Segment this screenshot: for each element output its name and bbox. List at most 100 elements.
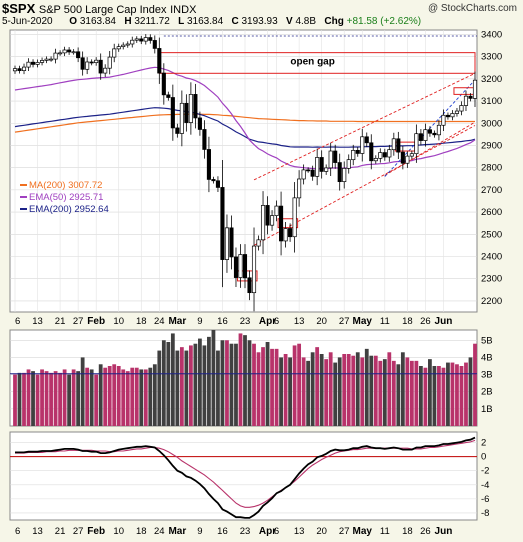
candle-body bbox=[279, 205, 284, 242]
volume-bar bbox=[85, 367, 90, 426]
candle-body bbox=[224, 227, 230, 260]
volume-tick-label: 3B bbox=[481, 370, 493, 381]
close-value: 3193.93 bbox=[241, 16, 278, 27]
volume-bar bbox=[103, 367, 108, 426]
candle-body bbox=[94, 59, 99, 63]
volume-tick-label: 2B bbox=[481, 387, 493, 398]
x-tick-label-bottom: May bbox=[353, 526, 373, 537]
candle-body bbox=[441, 114, 446, 126]
volume-bar bbox=[400, 352, 405, 426]
candle-body bbox=[409, 153, 414, 157]
x-tick-label-bottom: Apr bbox=[259, 526, 276, 537]
volume-bar bbox=[324, 359, 329, 426]
candle-body bbox=[53, 52, 58, 60]
change-value: +81.58 (+2.62%) bbox=[346, 16, 422, 27]
candle-body bbox=[152, 40, 157, 49]
candle-body bbox=[274, 205, 279, 216]
title-line: $SPX S&P 500 Large Cap Index INDX bbox=[2, 1, 196, 16]
volume-bar bbox=[288, 357, 292, 426]
x-tick-label: 13 bbox=[294, 316, 305, 327]
volume-bar bbox=[256, 352, 261, 426]
volume-bar bbox=[373, 355, 378, 426]
price-tick-label: 2200 bbox=[481, 296, 502, 307]
candle-body bbox=[306, 169, 311, 172]
x-tick-label: 6 bbox=[274, 316, 279, 327]
volume-bar bbox=[31, 371, 35, 426]
volume-bar bbox=[98, 364, 103, 426]
candle-body bbox=[62, 49, 67, 54]
volume-bar bbox=[437, 366, 441, 426]
candle-body bbox=[445, 114, 450, 118]
price-tick-label: 3300 bbox=[481, 52, 502, 63]
volume-bar bbox=[139, 369, 144, 426]
trend-line bbox=[253, 72, 476, 181]
candle-body bbox=[247, 277, 252, 294]
watermark: @ StockCharts.com bbox=[427, 3, 517, 14]
volume-bar bbox=[391, 360, 396, 426]
volume-bar bbox=[112, 364, 117, 426]
volume-bar bbox=[225, 340, 229, 426]
volume-bar bbox=[387, 352, 392, 426]
candle-body bbox=[324, 167, 329, 172]
candle-body bbox=[211, 179, 216, 182]
candle-body bbox=[89, 61, 94, 64]
volume-bar bbox=[297, 343, 302, 426]
volume-bar bbox=[35, 374, 40, 426]
candle-body bbox=[166, 94, 171, 98]
macd-tick-label: -2 bbox=[481, 466, 489, 477]
price-tick-label: 2700 bbox=[481, 185, 502, 196]
legend-ema50: EMA(50) 2925.71 bbox=[29, 192, 103, 203]
candle-body bbox=[139, 38, 144, 42]
volume-bar bbox=[130, 367, 135, 426]
candle-body bbox=[175, 127, 180, 134]
price-tick-label: 2800 bbox=[481, 163, 502, 174]
candle-body bbox=[355, 149, 360, 154]
candle-body bbox=[288, 228, 293, 238]
x-tick-label-bottom: 27 bbox=[73, 526, 84, 537]
candle-body bbox=[251, 245, 257, 294]
index-name: S&P 500 Large Cap Index bbox=[38, 4, 167, 16]
candle-body bbox=[450, 113, 455, 118]
candle-body bbox=[161, 72, 166, 96]
price-tick-label: 2300 bbox=[481, 274, 502, 285]
x-tick-label-bottom: 27 bbox=[339, 526, 350, 537]
volume-bar bbox=[121, 369, 126, 426]
x-tick-label: 6 bbox=[15, 316, 20, 327]
candle-body bbox=[310, 169, 315, 177]
volume-bar bbox=[157, 350, 162, 426]
x-tick-label-bottom: 13 bbox=[294, 526, 305, 537]
open-label: O bbox=[69, 16, 78, 27]
volume-bar bbox=[76, 371, 81, 426]
volume-bar bbox=[342, 354, 347, 426]
volume-bar bbox=[166, 342, 171, 426]
candle-body bbox=[454, 110, 460, 114]
candle-body bbox=[107, 56, 112, 69]
volume-bar bbox=[301, 357, 306, 426]
close-label: C bbox=[231, 16, 239, 27]
candle-body bbox=[418, 133, 423, 141]
candle-body bbox=[364, 136, 369, 144]
candle-body bbox=[283, 228, 288, 242]
candle-body bbox=[148, 37, 153, 41]
candle-body bbox=[30, 61, 36, 65]
trend-line bbox=[384, 121, 476, 176]
x-tick-label: Apr bbox=[259, 316, 276, 327]
volume-bar bbox=[409, 360, 414, 426]
candle-body bbox=[134, 38, 139, 41]
candle-body bbox=[436, 124, 441, 136]
macd-panel bbox=[9, 431, 478, 521]
macd-tick-label: -8 bbox=[481, 508, 489, 519]
candle-body bbox=[112, 48, 117, 58]
candle-body bbox=[459, 105, 464, 112]
volume-value: 4.8B bbox=[295, 16, 317, 27]
volume-bar bbox=[414, 360, 419, 426]
volume-bar bbox=[17, 372, 22, 426]
candle-body bbox=[170, 97, 175, 129]
volume-bar bbox=[152, 364, 157, 426]
candle-body bbox=[157, 48, 162, 74]
exchange: INDX bbox=[170, 4, 197, 16]
candle-body bbox=[220, 187, 225, 260]
macd-line bbox=[15, 436, 476, 519]
candle-body bbox=[179, 102, 184, 134]
candle-body bbox=[369, 142, 374, 162]
